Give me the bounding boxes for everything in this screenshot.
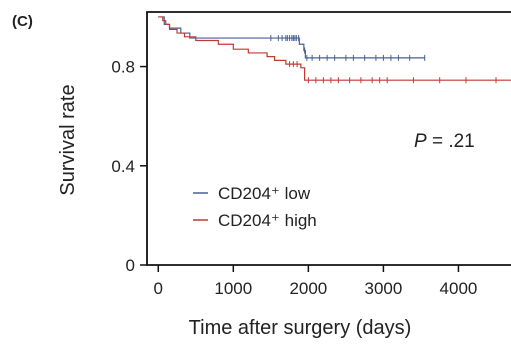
y-tick-label: 0.8 bbox=[111, 58, 135, 77]
x-tick-label: 1000 bbox=[214, 279, 252, 298]
panel-label: (C) bbox=[12, 13, 33, 30]
p-value-symbol: P bbox=[414, 131, 427, 152]
legend: CD204⁺ low CD204⁺ high bbox=[193, 184, 317, 230]
y-tick-label: 0.4 bbox=[111, 157, 135, 176]
x-tick-label: 3000 bbox=[364, 279, 402, 298]
x-tick-label: 4000 bbox=[440, 279, 478, 298]
x-tick-label: 2000 bbox=[289, 279, 327, 298]
y-axis-title: Survival rate bbox=[57, 84, 79, 195]
plot-area: 0 0.4 0.8 0 1000 2000 3000 4000 bbox=[111, 11, 511, 298]
series-line-1 bbox=[158, 16, 511, 81]
x-tick-label: 0 bbox=[154, 279, 163, 298]
legend-label-high: CD204⁺ high bbox=[218, 211, 317, 230]
p-value-text: = .21 bbox=[427, 131, 475, 152]
x-axis-title: Time after surgery (days) bbox=[189, 317, 412, 339]
legend-label-low: CD204⁺ low bbox=[218, 184, 311, 203]
plot-frame bbox=[146, 11, 511, 266]
p-value-annotation: P = .21 bbox=[414, 131, 475, 152]
y-tick-label: 0 bbox=[126, 256, 135, 275]
